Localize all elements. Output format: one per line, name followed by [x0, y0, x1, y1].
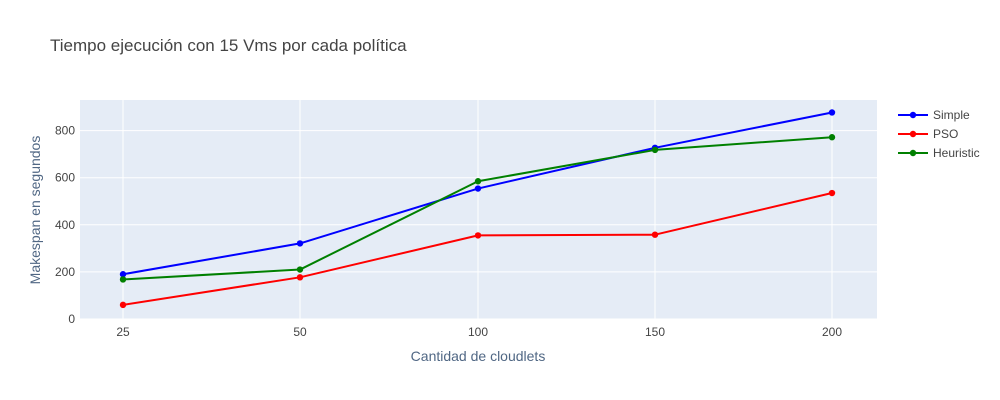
x-tick-label: 50: [293, 325, 307, 339]
legend-marker-swatch: [909, 130, 917, 138]
simple-point[interactable]: [119, 271, 127, 278]
simple-point[interactable]: [828, 109, 836, 116]
pso-point[interactable]: [474, 232, 482, 239]
x-axis-title: Cantidad de cloudlets: [411, 348, 546, 364]
y-tick-label: 800: [55, 124, 75, 138]
legend-label: Simple: [933, 108, 970, 122]
legend-marker-swatch: [909, 149, 917, 157]
pso-point[interactable]: [828, 189, 836, 197]
heuristic-point[interactable]: [119, 276, 127, 283]
legend-label: Heuristic: [933, 146, 980, 160]
simple-point[interactable]: [296, 240, 304, 247]
heuristic-point[interactable]: [296, 266, 304, 273]
legend-marker-swatch: [909, 111, 917, 119]
heuristic-point[interactable]: [474, 178, 482, 185]
x-tick-label: 25: [116, 325, 130, 339]
x-tick-label: 150: [645, 325, 665, 339]
legend-item-pso[interactable]: PSO: [898, 127, 958, 141]
pso-point[interactable]: [651, 231, 659, 238]
x-tick-label: 200: [822, 325, 842, 339]
heuristic-point[interactable]: [828, 134, 836, 141]
x-axis-ticks: 25 50 100 150 200: [116, 325, 842, 339]
legend-item-simple[interactable]: Simple: [898, 108, 970, 122]
series-heuristic: [119, 134, 836, 283]
series-layer: [119, 109, 836, 309]
y-axis-ticks: 0 200 400 600 800: [55, 124, 75, 326]
heuristic-point[interactable]: [651, 146, 659, 154]
x-tick-label: 100: [468, 325, 488, 339]
y-axis-title: Makespan en segundos: [27, 136, 43, 285]
chart-title: Tiempo ejecución con 15 Vms por cada pol…: [50, 36, 407, 55]
grid-lines: [80, 100, 877, 320]
pso-point[interactable]: [296, 274, 304, 281]
pso-point[interactable]: [119, 301, 127, 309]
y-tick-label: 400: [55, 218, 75, 232]
simple-point[interactable]: [474, 185, 482, 192]
series-pso: [119, 189, 836, 309]
legend-label: PSO: [933, 127, 958, 141]
y-tick-label: 600: [55, 171, 75, 185]
y-tick-label: 200: [55, 265, 75, 279]
y-tick-label: 0: [68, 312, 75, 326]
legend-item-heuristic[interactable]: Heuristic: [898, 146, 980, 160]
legend[interactable]: Simple PSO Heuristic: [898, 108, 980, 160]
